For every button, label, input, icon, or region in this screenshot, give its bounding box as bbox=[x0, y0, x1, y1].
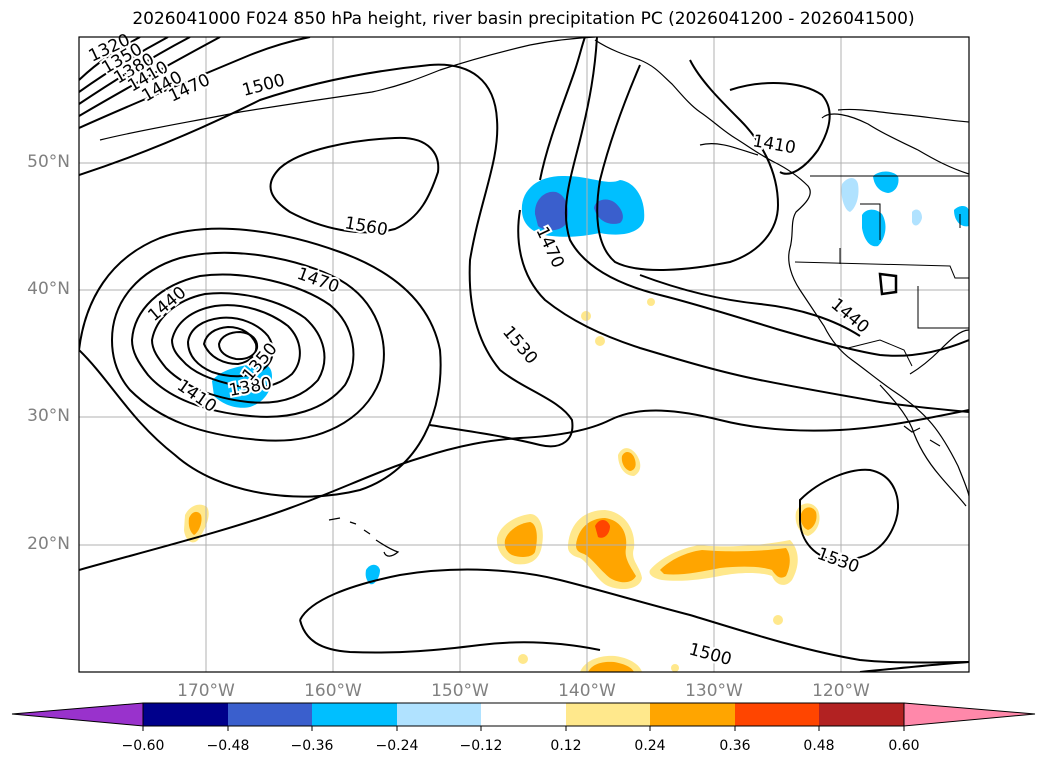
colorbar-tick-label: 0.12 bbox=[550, 738, 582, 754]
lat-label-20n: 20°N bbox=[27, 534, 70, 554]
colorbar-segment bbox=[481, 703, 566, 726]
contour-label: 1410 bbox=[751, 131, 797, 158]
lon-label-140w: 140°W bbox=[558, 681, 616, 701]
colorbar-segment bbox=[819, 703, 904, 726]
plot-frame bbox=[78, 36, 970, 673]
lon-label-170w: 170°W bbox=[177, 681, 235, 701]
colorbar-tick-label: −0.60 bbox=[121, 738, 165, 754]
colorbar-tick-label: −0.36 bbox=[290, 738, 334, 754]
colorbar-extend-low bbox=[11, 702, 144, 727]
contour-label: 1500 bbox=[240, 70, 287, 101]
lon-label-160w: 160°W bbox=[304, 681, 362, 701]
contour-label: 1530 bbox=[498, 322, 541, 368]
height-contours bbox=[79, 37, 969, 672]
precip-negative-pacific bbox=[521, 175, 645, 237]
colorbar-segment bbox=[650, 703, 735, 726]
contour-label: 1530 bbox=[814, 544, 861, 578]
colorbar-segment bbox=[228, 703, 312, 726]
lat-label-40n: 40°N bbox=[27, 279, 70, 299]
lon-label-130w: 130°W bbox=[685, 681, 743, 701]
lat-label-30n: 30°N bbox=[27, 406, 70, 426]
colorbar bbox=[11, 702, 1036, 731]
colorbar-tick-label: 0.36 bbox=[719, 738, 751, 754]
colorbar-segment bbox=[143, 703, 228, 726]
colorbar-segment bbox=[735, 703, 819, 726]
colorbar-segment bbox=[312, 703, 397, 726]
contour-label: 1560 bbox=[343, 213, 389, 240]
colorbar-tick-label: −0.24 bbox=[375, 738, 419, 754]
precip-negative-west-coast bbox=[365, 171, 969, 585]
lon-label-150w: 150°W bbox=[431, 681, 489, 701]
colorbar-tick-label: 0.60 bbox=[888, 738, 920, 754]
contour-label: 1500 bbox=[687, 640, 734, 671]
colorbar-segment bbox=[397, 703, 481, 726]
lat-label-50n: 50°N bbox=[27, 152, 70, 172]
contour-label: 1440 bbox=[827, 295, 873, 338]
colorbar-tick-label: 0.48 bbox=[803, 738, 835, 754]
precip-positive-tropics bbox=[184, 298, 820, 672]
lon-label-120w: 120°W bbox=[812, 681, 870, 701]
graticule bbox=[79, 37, 969, 672]
colorbar-segment bbox=[566, 703, 650, 726]
map-title: 2026041000 F024 850 hPa height, river ba… bbox=[132, 9, 915, 29]
borders bbox=[794, 175, 969, 367]
colorbar-tick-label: −0.12 bbox=[459, 738, 503, 754]
colorbar-extend-high bbox=[903, 702, 1036, 727]
colorbar-tick-label: −0.48 bbox=[206, 738, 250, 754]
colorbar-tick-label: 0.24 bbox=[634, 738, 666, 754]
